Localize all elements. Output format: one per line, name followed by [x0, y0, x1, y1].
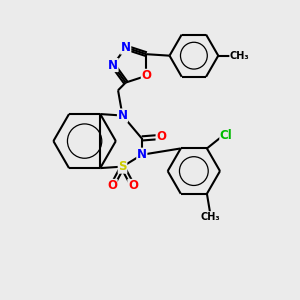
Text: O: O	[107, 179, 117, 192]
Text: Cl: Cl	[220, 129, 233, 142]
Text: N: N	[137, 148, 147, 161]
Text: O: O	[141, 69, 151, 82]
Text: N: N	[118, 109, 128, 122]
Text: CH₃: CH₃	[200, 212, 220, 222]
Text: CH₃: CH₃	[230, 51, 250, 61]
Text: O: O	[128, 179, 138, 192]
Text: O: O	[156, 130, 166, 143]
Text: S: S	[118, 160, 127, 173]
Text: N: N	[121, 41, 131, 54]
Text: N: N	[108, 58, 118, 71]
